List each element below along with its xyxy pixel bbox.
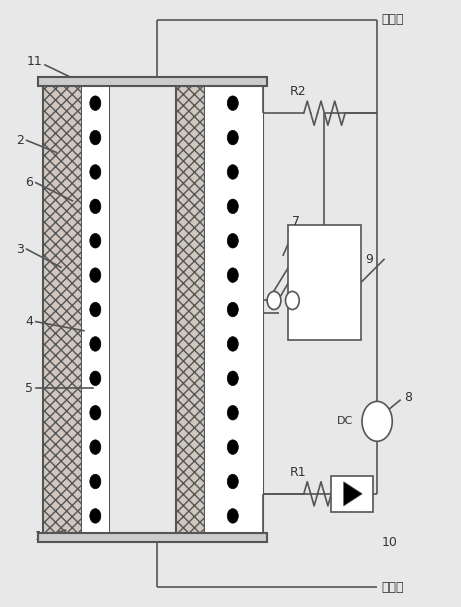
Text: 10: 10 bbox=[382, 536, 397, 549]
Circle shape bbox=[90, 234, 101, 248]
Circle shape bbox=[90, 268, 101, 282]
Circle shape bbox=[227, 440, 238, 455]
Circle shape bbox=[90, 509, 101, 523]
Text: 接回路: 接回路 bbox=[382, 13, 404, 26]
Text: 8: 8 bbox=[405, 391, 413, 404]
Circle shape bbox=[227, 405, 238, 420]
Circle shape bbox=[285, 291, 299, 310]
Text: 6: 6 bbox=[26, 176, 34, 189]
Circle shape bbox=[90, 474, 101, 489]
Circle shape bbox=[90, 440, 101, 455]
Circle shape bbox=[227, 371, 238, 385]
Text: 2: 2 bbox=[17, 134, 24, 147]
Text: 5: 5 bbox=[25, 382, 34, 395]
Circle shape bbox=[227, 96, 238, 110]
Circle shape bbox=[90, 302, 101, 317]
Polygon shape bbox=[344, 482, 362, 506]
Text: 7: 7 bbox=[292, 215, 301, 228]
Text: 接回路: 接回路 bbox=[382, 581, 404, 594]
Circle shape bbox=[267, 291, 281, 310]
Circle shape bbox=[90, 337, 101, 351]
Text: R2: R2 bbox=[290, 85, 307, 98]
Bar bbox=[82, 86, 109, 533]
Circle shape bbox=[90, 164, 101, 179]
Bar bbox=[205, 86, 263, 533]
Circle shape bbox=[227, 268, 238, 282]
Circle shape bbox=[90, 199, 101, 214]
Text: 11: 11 bbox=[27, 55, 42, 69]
Circle shape bbox=[362, 401, 392, 441]
Circle shape bbox=[227, 164, 238, 179]
Circle shape bbox=[227, 302, 238, 317]
Circle shape bbox=[90, 96, 101, 110]
Bar bbox=[288, 225, 361, 340]
Circle shape bbox=[90, 131, 101, 145]
Bar bbox=[38, 77, 267, 86]
Text: 3: 3 bbox=[17, 243, 24, 256]
Circle shape bbox=[227, 199, 238, 214]
Circle shape bbox=[227, 509, 238, 523]
Text: 9: 9 bbox=[366, 253, 373, 266]
Bar bbox=[176, 86, 205, 533]
Circle shape bbox=[227, 234, 238, 248]
Circle shape bbox=[90, 405, 101, 420]
Circle shape bbox=[227, 131, 238, 145]
Text: 4: 4 bbox=[26, 315, 34, 328]
Bar bbox=[38, 533, 267, 542]
Circle shape bbox=[227, 337, 238, 351]
Bar bbox=[205, 86, 263, 533]
Text: DC: DC bbox=[337, 416, 353, 426]
Text: 1: 1 bbox=[35, 530, 42, 543]
Bar bbox=[82, 86, 109, 533]
Bar bbox=[42, 86, 82, 533]
Circle shape bbox=[90, 371, 101, 385]
Bar bbox=[331, 476, 372, 512]
Text: R1: R1 bbox=[290, 466, 307, 479]
Circle shape bbox=[227, 474, 238, 489]
